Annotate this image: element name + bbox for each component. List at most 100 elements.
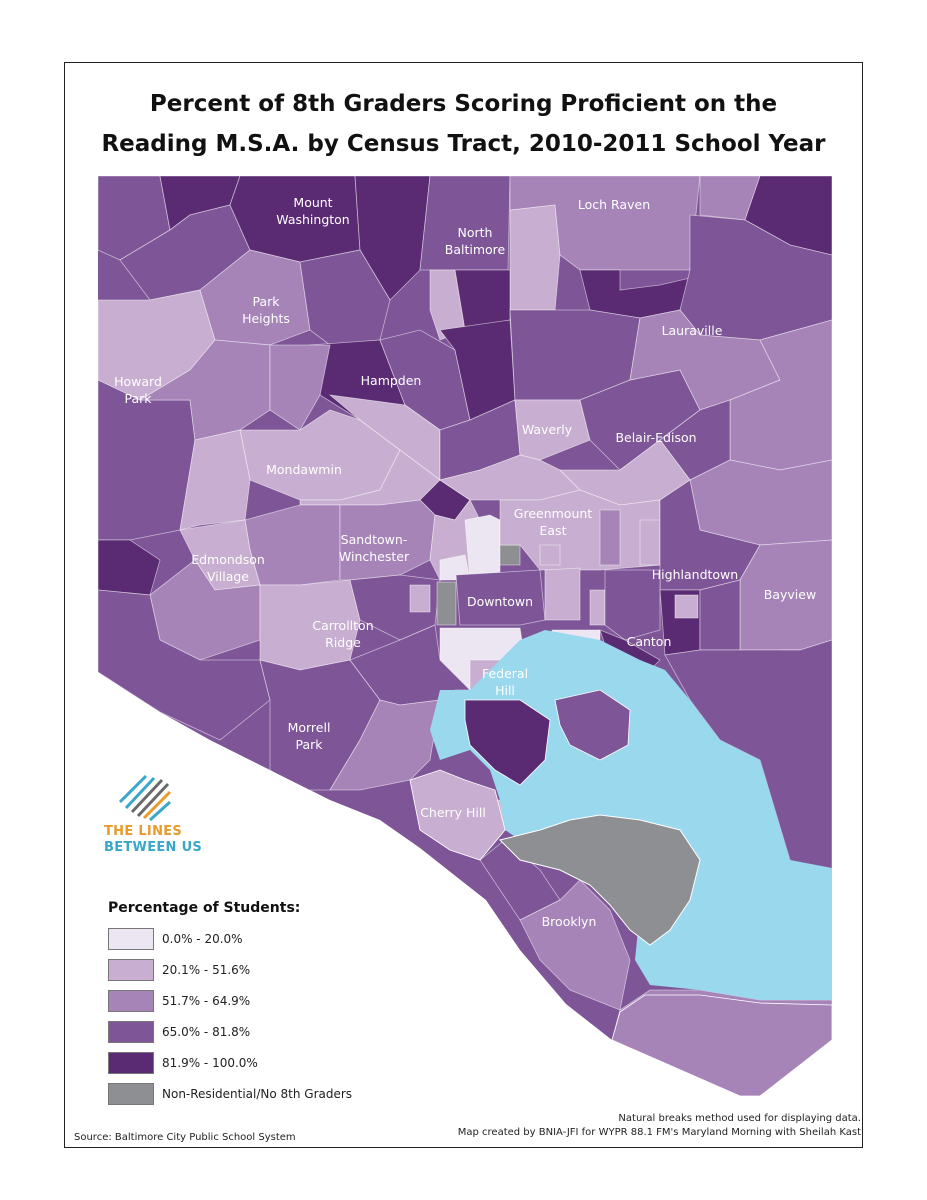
label-line: Hampden [361, 373, 422, 388]
label-north-baltimore: North Baltimore [445, 225, 506, 257]
legend-title: Percentage of Students: [108, 900, 301, 916]
legend-items: 0.0% - 20.0% 20.1% - 51.6% 51.7% - 64.9% 65… [108, 928, 408, 1114]
legend-swatch [108, 1083, 154, 1105]
note-line-2: Map created by BNIA-JFI for WYPR 88.1 FM… [457, 1127, 861, 1138]
legend-label: 81.9% - 100.0% [162, 1056, 258, 1070]
label-line: Carrollton [312, 618, 373, 633]
legend-swatch [108, 1052, 154, 1074]
tract [409, 584, 431, 613]
label-lauraville: Lauraville [662, 323, 723, 338]
legend-item: 20.1% - 51.6% [108, 959, 408, 990]
label-mount-washington: Mount Washington [276, 195, 349, 227]
tract [98, 539, 161, 596]
label-loch-raven: Loch Raven [578, 197, 650, 212]
label-line: Downtown [467, 594, 533, 609]
fort-mchenry-peninsula [464, 699, 551, 786]
label-line: Park [252, 294, 280, 309]
label-sandtown-winchester: Sandtown- Winchester [339, 532, 410, 564]
label-line: Heights [242, 311, 290, 326]
label-line: Brooklyn [542, 914, 597, 929]
tract [509, 204, 561, 311]
tract [514, 399, 591, 461]
tract [499, 544, 521, 566]
tract [436, 581, 457, 626]
legend-swatch [108, 928, 154, 950]
tract [464, 514, 501, 581]
legend-label: 20.1% - 51.6% [162, 963, 251, 977]
tract [604, 569, 661, 641]
label-hampden: Hampden [361, 373, 422, 388]
label-line: Loch Raven [578, 197, 650, 212]
industrial-non-residential [499, 814, 701, 946]
tract [539, 544, 561, 566]
label-greenmount-east: Greenmount East [514, 506, 593, 538]
label-line: Federal [482, 666, 528, 681]
label-line: Waverly [522, 422, 573, 437]
label-line: Ridge [325, 635, 361, 650]
legend-swatch [108, 990, 154, 1012]
label-cherry-hill: Cherry Hill [420, 805, 486, 820]
label-mondawmin: Mondawmin [266, 462, 342, 477]
legend-label: Non-Residential/No 8th Graders [162, 1087, 353, 1101]
label-howard-park: Howard Park [114, 374, 162, 406]
label-line: Belair-Edison [615, 430, 696, 445]
logo-text-line-2: BETWEEN US [104, 840, 203, 855]
legend-item: 81.9% - 100.0% [108, 1052, 408, 1083]
legend-swatch [108, 1021, 154, 1043]
tract [519, 879, 631, 1011]
legend: Percentage of Students: 0.0% - 20.0% 20.1… [108, 900, 408, 1114]
title-line-1: Percent of 8th Graders Scoring Proficien… [149, 91, 778, 117]
label-line: North [458, 225, 493, 240]
label-line: Greenmount [514, 506, 593, 521]
logo-map-icon [118, 774, 172, 822]
label-brooklyn: Brooklyn [542, 914, 597, 929]
label-line: Park [124, 391, 152, 406]
legend-label: 0.0% - 20.0% [162, 932, 243, 946]
label-line: Washington [276, 212, 349, 227]
label-line: Canton [627, 634, 672, 649]
label-line: Winchester [339, 549, 410, 564]
tract [599, 509, 621, 566]
label-line: East [540, 523, 567, 538]
label-line: Village [207, 569, 249, 584]
note-line-1: Natural breaks method used for displayin… [618, 1113, 861, 1124]
curtis-bay [611, 994, 833, 1097]
label-edmondson-village: Edmondson Village [191, 552, 265, 584]
label-line: Mount [293, 195, 332, 210]
tract [674, 594, 699, 619]
label-line: Edmondson [191, 552, 265, 567]
label-federal-hill: Federal Hill [482, 666, 528, 698]
tract [699, 579, 741, 651]
neighborhood-labels: Mount Washington North Baltimore Loch Raven P… [114, 195, 816, 929]
label-line: Bayview [764, 587, 816, 602]
label-line: Park [295, 737, 323, 752]
legend-item: 65.0% - 81.8% [108, 1021, 408, 1052]
legend-label: 51.7% - 64.9% [162, 994, 251, 1008]
label-belair-edison: Belair-Edison [615, 430, 696, 445]
label-downtown: Downtown [467, 594, 533, 609]
tract [455, 569, 546, 626]
label-waverly: Waverly [522, 422, 573, 437]
tract [544, 567, 581, 621]
tract [689, 459, 832, 546]
label-line: Hill [495, 683, 515, 698]
source-note: Source: Baltimore City Public School Sys… [74, 1132, 296, 1143]
tract [589, 589, 606, 626]
label-line: Mondawmin [266, 462, 342, 477]
tract [244, 504, 341, 586]
label-line: Baltimore [445, 242, 506, 257]
map-title: Percent of 8th Graders Scoring Proficien… [64, 84, 863, 164]
method-note: Natural breaks method used for displayin… [458, 1112, 861, 1140]
title-line-2: Reading M.S.A. by Census Tract, 2010-201… [101, 131, 826, 157]
legend-item: 0.0% - 20.0% [108, 928, 408, 959]
label-line: Sandtown- [341, 532, 408, 547]
tract [354, 176, 431, 301]
label-canton: Canton [627, 634, 672, 649]
label-bayview: Bayview [764, 587, 816, 602]
lines-between-us-logo: THE LINES BETWEEN US [104, 772, 224, 862]
label-morrell-park: Morrell Park [288, 720, 331, 752]
label-line: Highlandtown [652, 567, 738, 582]
tract [639, 519, 661, 566]
legend-item: Non-Residential/No 8th Graders [108, 1083, 408, 1114]
